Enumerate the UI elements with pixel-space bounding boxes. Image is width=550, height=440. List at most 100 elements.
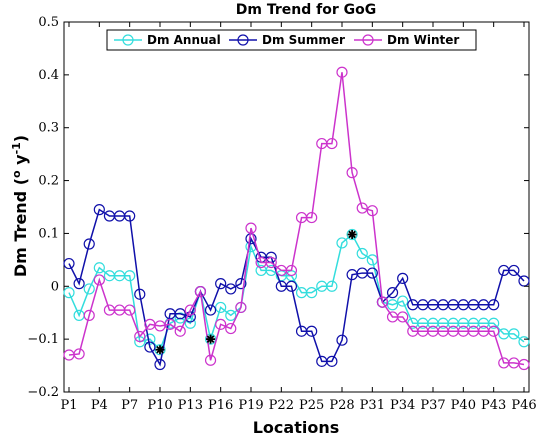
y-tick-label: 0.2 — [38, 174, 59, 189]
series-dm-summer — [63, 204, 530, 371]
x-tick-label: P4 — [91, 398, 108, 413]
data-point-dm-annual — [204, 333, 217, 345]
data-point-dm-winter — [397, 311, 409, 323]
y-axis-label-degree: o — [10, 170, 23, 178]
data-point-dm-annual — [63, 287, 75, 299]
data-point-dm-winter — [164, 318, 176, 330]
x-axis: P1 P4 P7 P10 P13 P16 P19 P22 P25 P28 P31 P34 P37 P40 P… — [60, 22, 537, 413]
data-point-dm-summer — [204, 304, 217, 316]
y-axis-label-end: ) — [11, 135, 30, 142]
x-tick-label: P25 — [299, 398, 324, 413]
data-point-dm-winter — [225, 322, 237, 335]
data-point-dm-winter — [306, 211, 318, 224]
data-point-dm-winter — [285, 264, 298, 277]
data-point-dm-annual — [508, 328, 520, 340]
data-point-dm-annual — [336, 237, 348, 249]
chart-title: Dm Trend for GoG — [236, 2, 376, 18]
legend-item-dm-annual: Dm Annual — [114, 33, 221, 47]
data-point-dm-summer — [285, 280, 298, 292]
data-point-dm-annual — [225, 309, 237, 321]
data-point-dm-summer — [73, 278, 85, 290]
data-point-dm-winter — [356, 202, 368, 214]
data-point-dm-summer — [174, 308, 186, 320]
data-point-dm-winter — [184, 304, 196, 316]
x-tick-label: P37 — [420, 398, 445, 413]
x-tick-label: P22 — [269, 398, 294, 413]
legend-label: Dm Winter — [387, 33, 459, 47]
data-point-dm-winter — [346, 167, 358, 179]
x-tick-label: P13 — [178, 398, 203, 413]
y-axis-label-exp: -1 — [10, 142, 23, 154]
x-tick-label: P28 — [329, 398, 354, 413]
data-point-dm-annual — [488, 317, 500, 329]
data-point-dm-summer — [184, 311, 196, 323]
star-marker-stroke — [348, 230, 356, 239]
y-tick-label: 0.4 — [38, 68, 59, 83]
data-point-dm-winter — [194, 285, 207, 298]
legend: Dm Annual Dm Summer Dm Winter — [106, 29, 477, 51]
legend-marker — [237, 34, 249, 46]
y-tick-label: 0.3 — [38, 121, 59, 136]
data-point-dm-annual — [124, 270, 136, 282]
y-axis-label: Dm Trend (o y-1) — [10, 135, 31, 277]
data-point-dm-summer — [83, 238, 95, 250]
data-point-dm-summer — [225, 283, 237, 295]
data-point-dm-annual — [397, 295, 409, 307]
x-tick-label: P1 — [60, 398, 77, 413]
data-point-dm-summer — [63, 257, 75, 270]
data-point-dm-summer — [386, 287, 399, 299]
legend-marker — [362, 34, 374, 46]
star-marker — [347, 229, 357, 239]
star-marker — [155, 345, 165, 355]
data-point-dm-winter — [204, 354, 217, 366]
x-tick-label: P31 — [360, 398, 385, 413]
x-axis-label: Locations — [253, 418, 340, 437]
data-point-dm-winter — [73, 348, 85, 360]
data-point-dm-summer — [397, 272, 409, 284]
y-tick-label: −0.1 — [27, 332, 59, 347]
data-point-dm-summer — [144, 341, 156, 353]
data-point-dm-summer — [326, 355, 338, 367]
data-point-dm-winter — [245, 222, 257, 234]
data-point-dm-winter — [265, 256, 277, 269]
y-axis-label-main: Dm Trend ( — [11, 178, 30, 277]
data-point-dm-winter — [134, 330, 146, 343]
legend-items: Dm Annual Dm Summer Dm Winter — [114, 33, 459, 47]
data-point-dm-annual — [306, 287, 318, 299]
plot-area — [63, 21, 530, 393]
legend-box — [106, 29, 477, 51]
series-dm-winter — [63, 66, 530, 371]
star-marker-stroke — [156, 345, 164, 354]
star-marker-stroke — [206, 335, 215, 343]
y-axis-label-mid: y — [11, 154, 30, 171]
series-layer — [63, 66, 530, 371]
data-point-dm-summer — [508, 264, 520, 277]
legend-item-dm-winter: Dm Winter — [354, 33, 459, 47]
star-marker — [206, 334, 216, 344]
plot-frame — [63, 21, 530, 393]
data-point-dm-summer — [215, 278, 227, 290]
legend-label: Dm Annual — [147, 33, 221, 47]
data-point-dm-summer — [124, 210, 136, 222]
data-point-dm-winter — [326, 137, 338, 150]
x-tick-label: P43 — [481, 398, 506, 413]
x-tick-label: P10 — [147, 398, 172, 413]
data-point-dm-summer — [488, 299, 500, 311]
data-point-dm-annual — [386, 299, 399, 311]
data-point-dm-summer — [306, 325, 318, 337]
y-tick-label: −0.2 — [27, 385, 59, 400]
data-point-dm-winter — [376, 296, 389, 308]
data-point-dm-summer — [154, 358, 166, 371]
data-point-dm-summer — [93, 204, 105, 216]
x-tick-label: P16 — [208, 398, 233, 413]
data-point-dm-summer — [134, 288, 146, 300]
data-point-dm-summer — [336, 334, 348, 346]
data-point-dm-winter — [366, 205, 378, 217]
legend-marker — [122, 34, 134, 46]
x-tick-label: P19 — [238, 398, 263, 413]
data-point-dm-winter — [83, 309, 95, 321]
data-point-dm-winter — [93, 274, 105, 286]
data-point-dm-winter — [215, 318, 227, 330]
data-point-dm-winter — [488, 325, 500, 337]
